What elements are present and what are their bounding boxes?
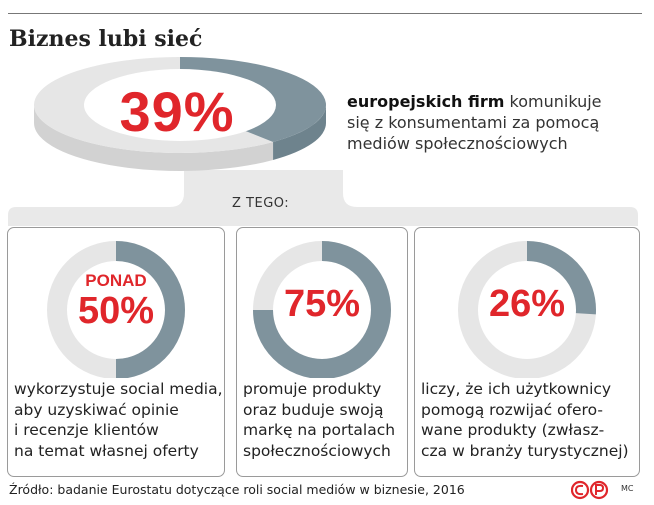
main-desc-bold: europejskich firm <box>347 92 505 111</box>
top-rule <box>8 13 642 14</box>
donut-slice-75 <box>253 241 391 378</box>
panel-3-line: cza w branży turystycznej) <box>421 441 629 460</box>
main-desc-line3: mediów społecznościowych <box>347 134 568 153</box>
panel-1-donut <box>47 241 185 378</box>
panel-1-line: i recenzje klientów <box>14 421 159 439</box>
panel-3-donut <box>458 241 596 378</box>
main-percent: 39% <box>119 80 235 143</box>
main-desc-line2: się z konsumentami za pomocą <box>347 113 600 132</box>
panel-background-connector <box>8 170 638 226</box>
panel-1-line: na temat własnej oferty <box>14 441 199 460</box>
panel-2-donut <box>253 241 391 378</box>
panel-2-percent: 75% <box>283 283 361 325</box>
panel-2-line: promuje produkty <box>243 380 382 398</box>
panel-2-line: markę na portalach <box>243 421 396 439</box>
panel-2-line: społecznościowych <box>243 441 391 460</box>
author-credit: MC <box>621 484 634 493</box>
donut-side-filled <box>273 105 326 160</box>
donut-slice-26 <box>526 241 596 315</box>
donut-hole <box>84 69 276 141</box>
panel-3-line: wane produkty (zwłasz- <box>421 421 605 439</box>
panel-1-description: wykorzystuje social media, aby uzyskiwać… <box>14 379 223 461</box>
subheader: Z TEGO: <box>232 196 290 211</box>
donut-slice-50 <box>115 241 185 378</box>
panel-2-line: oraz buduje swoją <box>243 400 384 419</box>
panel-3-line: liczy, że ich użytkownicy <box>421 380 612 398</box>
donut-side-empty <box>34 105 274 171</box>
page-title: Biznes lubi sieć <box>9 26 203 52</box>
panel-2: 75% promuje produkty oraz buduje swoją m… <box>236 227 408 477</box>
source-note: Źródło: badanie Eurostatu dotyczące roli… <box>9 482 465 497</box>
panel-1-line: wykorzystuje social media, <box>14 380 223 398</box>
panel-1-line: aby uzyskiwać opinie <box>14 400 179 419</box>
panel-2-description: promuje produkty oraz buduje swoją markę… <box>243 379 405 461</box>
main-donut-chart <box>8 57 638 226</box>
panel-1-percent: 50% <box>77 290 155 332</box>
panel-3-percent: 26% <box>488 283 566 325</box>
main-description: europejskich firm komunikuje się z konsu… <box>347 91 647 154</box>
panel-3: 26% liczy, że ich użytkownicy pomogą roz… <box>414 227 640 477</box>
panel-1: PONAD 50% wykorzystuje social media, aby… <box>7 227 225 477</box>
panel-3-description: liczy, że ich użytkownicy pomogą rozwija… <box>421 379 637 461</box>
panel-1-prefix: PONAD <box>85 271 147 290</box>
rp-logo <box>571 480 609 500</box>
main-desc-rest: komunikuje <box>504 92 602 111</box>
panel-3-line: pomogą rozwijać ofero- <box>421 400 603 419</box>
